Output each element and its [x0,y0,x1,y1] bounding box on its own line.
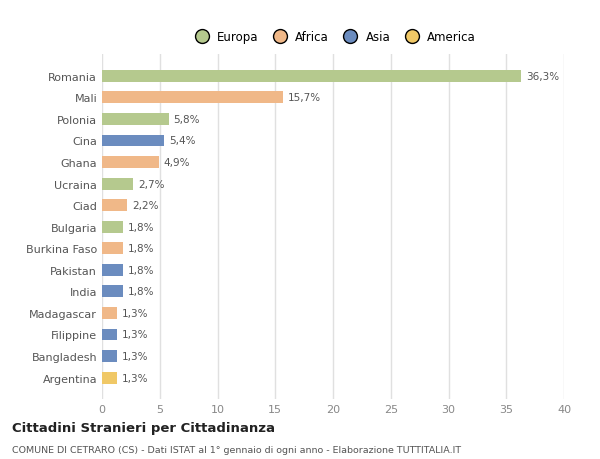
Bar [102,286,123,297]
Text: Cittadini Stranieri per Cittadinanza: Cittadini Stranieri per Cittadinanza [12,421,275,434]
Text: 5,4%: 5,4% [169,136,196,146]
Text: 1,8%: 1,8% [127,287,154,297]
Text: 1,3%: 1,3% [122,330,148,340]
Text: 2,7%: 2,7% [138,179,164,189]
Text: 1,3%: 1,3% [122,308,148,318]
Legend: Europa, Africa, Asia, America: Europa, Africa, Asia, America [185,27,481,49]
Bar [102,71,521,83]
Bar [102,157,158,168]
Text: 1,3%: 1,3% [122,373,148,383]
Text: 1,8%: 1,8% [127,222,154,232]
Bar [102,372,117,384]
Text: 36,3%: 36,3% [526,72,559,82]
Text: 15,7%: 15,7% [288,93,321,103]
Text: 1,8%: 1,8% [127,265,154,275]
Bar [102,114,169,126]
Bar [102,329,117,341]
Bar [102,221,123,233]
Text: COMUNE DI CETRARO (CS) - Dati ISTAT al 1° gennaio di ogni anno - Elaborazione TU: COMUNE DI CETRARO (CS) - Dati ISTAT al 1… [12,445,461,454]
Bar [102,178,133,190]
Bar [102,350,117,362]
Text: 2,2%: 2,2% [132,201,158,211]
Bar [102,264,123,276]
Bar [102,92,283,104]
Text: 4,9%: 4,9% [163,158,190,168]
Bar [102,308,117,319]
Bar [102,243,123,255]
Bar [102,200,127,212]
Text: 5,8%: 5,8% [173,115,200,125]
Bar [102,135,164,147]
Text: 1,3%: 1,3% [122,351,148,361]
Text: 1,8%: 1,8% [127,244,154,254]
